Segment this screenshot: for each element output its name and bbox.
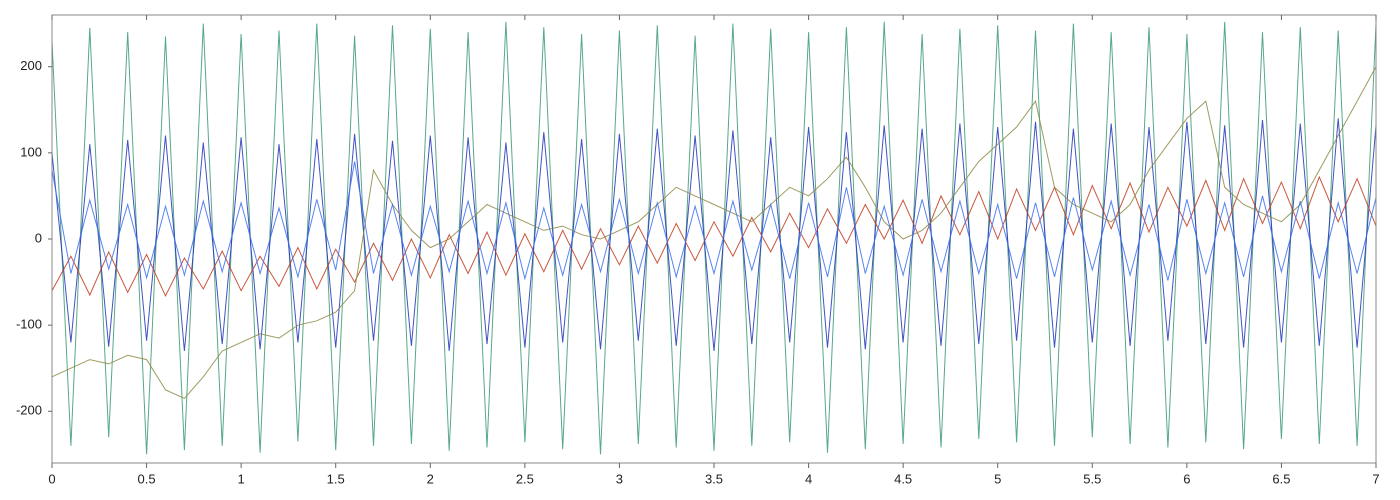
x-tick-label: 3.5 <box>705 471 723 486</box>
y-tick-label: 100 <box>20 144 42 159</box>
y-tick-label: 200 <box>20 58 42 73</box>
x-tick-label: 3 <box>616 471 623 486</box>
plot-area <box>52 15 1376 463</box>
x-tick-label: 5 <box>994 471 1001 486</box>
x-tick-label: 0.5 <box>138 471 156 486</box>
x-tick-label: 4 <box>805 471 812 486</box>
x-tick-label: 2.5 <box>516 471 534 486</box>
y-tick-label: 0 <box>35 230 42 245</box>
signal-line <box>51 161 1377 281</box>
signal-line <box>51 66 1377 400</box>
x-tick-label: 6 <box>1183 471 1190 486</box>
y-tick-label: -200 <box>16 403 42 418</box>
x-tick-label: 0 <box>48 471 55 486</box>
x-tick-label: 5.5 <box>1083 471 1101 486</box>
x-tick-label: 1 <box>238 471 245 486</box>
x-tick-label: 2 <box>427 471 434 486</box>
signal-line <box>51 21 1377 455</box>
x-tick-label: 1.5 <box>327 471 345 486</box>
y-tick-label: -100 <box>16 317 42 332</box>
signal-line <box>51 118 1377 352</box>
x-tick-label: 6.5 <box>1272 471 1290 486</box>
x-tick-label: 4.5 <box>894 471 912 486</box>
signal-line <box>51 175 1377 298</box>
x-tick-label: 7 <box>1372 471 1379 486</box>
